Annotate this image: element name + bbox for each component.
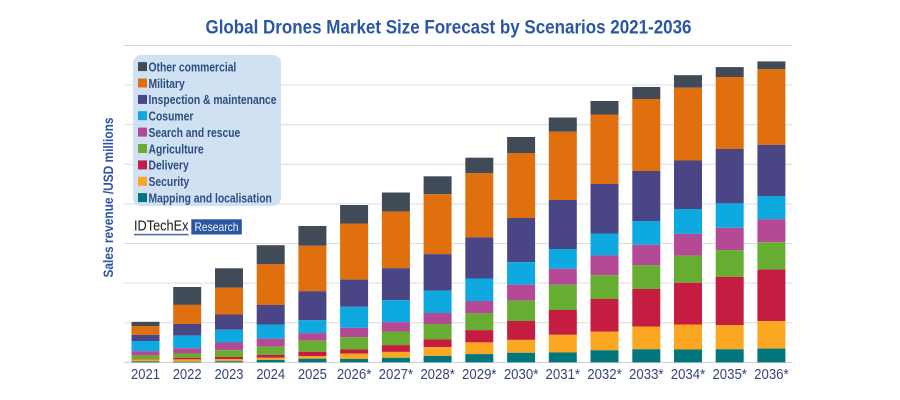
svg-text:2024: 2024 [256,366,285,383]
svg-text:2022: 2022 [173,366,202,383]
svg-text:Cosumer: Cosumer [149,109,194,124]
svg-text:2025: 2025 [298,366,327,383]
svg-text:Other commercial: Other commercial [149,59,237,74]
svg-text:2026*: 2026* [337,366,372,383]
svg-text:2035*: 2035* [712,366,747,383]
svg-text:IDTechEx: IDTechEx [134,219,189,235]
svg-text:2031*: 2031* [546,366,581,383]
svg-text:2030*: 2030* [504,366,539,383]
svg-text:Mapping and localisation: Mapping and localisation [149,190,272,205]
svg-text:2032*: 2032* [587,366,622,383]
svg-text:Research: Research [195,220,239,234]
svg-text:Sales revenue /USD millions: Sales revenue /USD millions [101,118,116,278]
svg-text:2029*: 2029* [462,366,497,383]
svg-text:Agriculture: Agriculture [149,141,204,156]
svg-text:2023: 2023 [215,366,244,383]
svg-text:Delivery: Delivery [149,158,190,173]
svg-text:Search and rescue: Search and rescue [149,125,241,140]
svg-text:2034*: 2034* [671,366,706,383]
svg-text:2036*: 2036* [754,366,789,383]
svg-text:Global Drones Market Size Fore: Global Drones Market Size Forecast by Sc… [206,16,692,38]
svg-text:2021: 2021 [131,366,160,383]
svg-text:Military: Military [149,76,186,91]
svg-text:2033*: 2033* [629,366,664,383]
svg-text:2028*: 2028* [420,366,455,383]
svg-text:Inspection & maintenance: Inspection & maintenance [149,92,277,107]
svg-text:Security: Security [149,174,190,189]
svg-text:2027*: 2027* [379,366,414,383]
